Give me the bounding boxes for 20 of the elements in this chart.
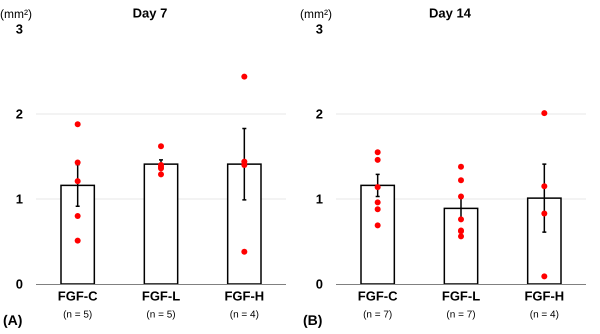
x-tick-label: FGF-L (n = 5) (142, 288, 180, 320)
y-tick-label: 1 (16, 192, 23, 207)
y-tick-label: 2 (16, 106, 23, 122)
x-tick-label: FGF-H (n = 4) (224, 288, 264, 320)
x-tick-label: FGF-C (n = 5) (58, 288, 98, 320)
x-tick-label: FGF-C (n = 7) (358, 288, 398, 320)
x-tick-label: FGF-L (n = 7) (442, 288, 480, 320)
y-tick-label: 1 (316, 192, 323, 207)
y-tick-label: 0 (16, 276, 23, 292)
y-tick-label: 3 (16, 22, 23, 37)
x-tick-label: FGF-H (n = 4) (524, 288, 564, 320)
chart-title: Day 7 (132, 5, 168, 20)
text: (A) (3, 312, 22, 328)
y-tick-label: 2 (316, 106, 323, 122)
text: (B) (303, 312, 322, 328)
y-axis-title: (mm²) (0, 7, 32, 21)
y-tick-label: 0 (316, 276, 323, 292)
y-axis-title: (mm²) (300, 7, 332, 21)
chart-title: Day 14 (429, 5, 472, 20)
y-tick-label: 3 (316, 22, 323, 37)
